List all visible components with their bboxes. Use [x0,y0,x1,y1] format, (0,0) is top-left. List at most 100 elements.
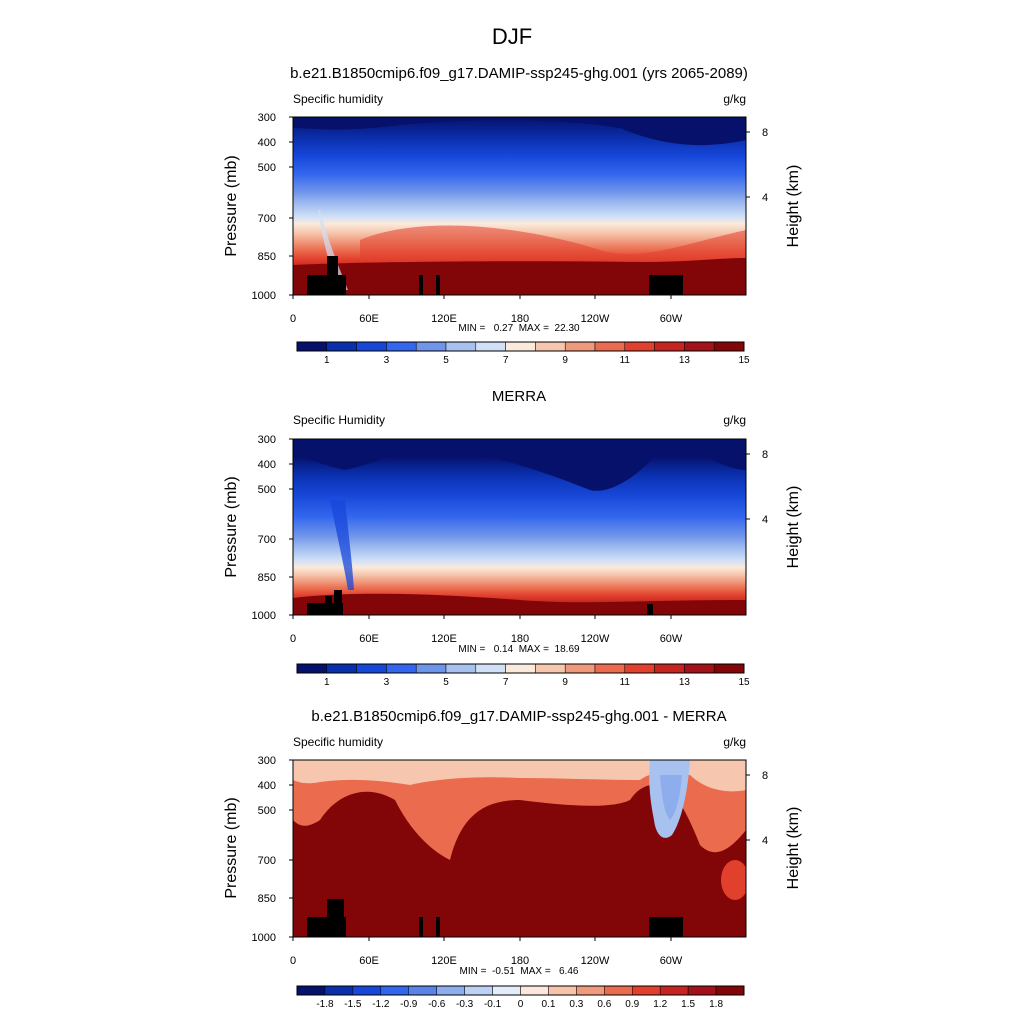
figure-title: DJF [492,24,532,49]
height-tick-label: 8 [762,770,768,782]
terrain-mask [436,917,440,937]
colorbar-box [505,663,536,674]
x-tick-label: 0 [290,633,296,645]
colorbar-box [713,663,745,674]
x-tick-label: 60W [660,955,683,967]
colorbar-box [324,985,354,996]
colorbar-label: 11 [620,355,631,366]
terrain-mask [327,899,344,919]
panel-variable-label: Specific humidity [293,92,383,106]
terrain-mask [334,590,342,615]
colorbar-label: 1 [324,355,330,366]
right-axis: 8 4 Height (km) [746,449,802,568]
height-tick-label: 8 [762,449,768,461]
x-axis: 0 60E 120E 180 120W 60W MIN = -0.51 MAX … [290,937,683,977]
y-axis: 300 400 500 700 850 1000 Pressure (mb) [223,112,293,302]
panel-title: b.e21.B1850cmip6.f09_g17.DAMIP-ssp245-gh… [311,708,726,725]
colorbar-box [445,341,477,352]
panel-obs: MERRA Specific Humidity g/kg [223,388,802,688]
colorbar-box [594,663,626,674]
y-axis-label: Pressure (mb) [223,476,240,577]
right-axis-label: Height (km) [785,486,802,569]
min-max-label: MIN = 0.14 MAX = 18.69 [458,644,580,655]
colorbar-box [492,985,521,996]
terrain-mask [436,275,440,295]
x-tick-label: 60E [359,313,379,325]
colorbar-box [548,985,577,996]
colorbar-box [576,985,605,996]
height-tick-label: 8 [762,127,768,139]
colorbar-box [356,341,387,352]
colorbar-box [713,341,745,352]
contour-local-minimum [721,860,746,900]
contour-africa-dry-tongue [330,500,354,590]
panel-difference: b.e21.B1850cmip6.f09_g17.DAMIP-ssp245-gh… [223,708,802,1010]
terrain-mask [419,275,423,295]
colorbar-label: 11 [620,677,631,688]
contour-upper-weak [293,760,746,860]
colorbar-box [380,985,409,996]
colorbar-label: 15 [738,677,750,688]
right-axis-label: Height (km) [785,165,802,248]
terrain-mask [327,256,338,276]
colorbar-label: 15 [738,355,750,366]
colorbar-box [535,663,566,674]
x-tick-label: 60W [660,633,683,645]
colorbar-box [436,985,465,996]
height-tick-label: 4 [762,514,768,526]
y-axis: 300 400 500 700 850 1000 Pressure (mb) [223,434,293,622]
colorbar-box [715,985,745,996]
colorbar-label: 7 [503,355,509,366]
colorbar-box [408,985,437,996]
colorbar-label: 13 [679,677,691,688]
panel-variable-label: Specific Humidity [293,413,385,427]
colorbar-box [654,663,685,674]
y-tick-label: 400 [258,459,276,471]
x-tick-label: 60W [660,313,683,325]
colorbar-label: -0.9 [400,999,418,1010]
colorbar-box [654,341,685,352]
contour-boundary-layer [293,258,746,295]
y-tick-label: 300 [258,434,276,446]
y-tick-label: 300 [258,755,276,767]
height-tick-label: 4 [762,835,768,847]
colorbar-label: 7 [503,677,509,688]
colorbar-box [632,985,661,996]
colorbar-label: 3 [384,355,390,366]
colorbar-box [475,341,506,352]
colorbar-frame [296,341,745,352]
right-axis-label: Height (km) [785,807,802,890]
min-max-label: MIN = -0.51 MAX = 6.46 [460,966,579,977]
colorbar-frame [296,985,745,996]
contour-africa-plume [318,210,348,290]
terrain-mask [307,275,346,295]
colorbar-box [520,985,549,996]
colorbar-label: 5 [443,677,449,688]
min-max-label: MIN = 0.27 MAX = 22.30 [458,323,580,334]
colorbar-box [475,663,506,674]
colorbar-label: 5 [443,355,449,366]
y-axis-label: Pressure (mb) [223,155,240,256]
terrain-mask [325,596,332,615]
colorbar-box [624,663,655,674]
y-tick-label: 300 [258,112,276,124]
contour-dry-top [293,117,746,146]
colorbar-box [684,663,715,674]
x-tick-label: 180 [511,955,529,967]
colorbar-box [356,663,387,674]
panel-units-label: g/kg [723,413,746,427]
contour-boundary-layer [293,593,746,615]
panel-title: b.e21.B1850cmip6.f09_g17.DAMIP-ssp245-gh… [290,65,748,82]
x-tick-label: 120W [581,313,610,325]
y-tick-label: 1000 [252,610,276,622]
terrain-mask [647,604,653,615]
colorbar-box [594,341,626,352]
panel-title: MERRA [492,388,546,405]
colorbar-label: 0.9 [625,999,639,1010]
colorbar-label: -0.6 [428,999,446,1010]
contour-upper-weaker [293,760,746,792]
colorbar-label: -1.5 [344,999,362,1010]
terrain-mask [649,917,683,937]
colorbar: -1.8 -1.5 -1.2 -0.9 -0.6 -0.3 -0.1 0 0.1 0.3 0.6 0.… [296,985,745,1010]
